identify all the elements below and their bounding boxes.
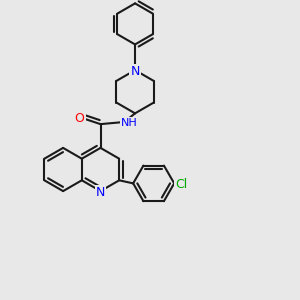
Text: NH: NH (121, 118, 138, 128)
Text: O: O (75, 112, 85, 125)
Text: N: N (130, 65, 140, 78)
Text: N: N (96, 186, 105, 199)
Text: Cl: Cl (176, 178, 188, 191)
